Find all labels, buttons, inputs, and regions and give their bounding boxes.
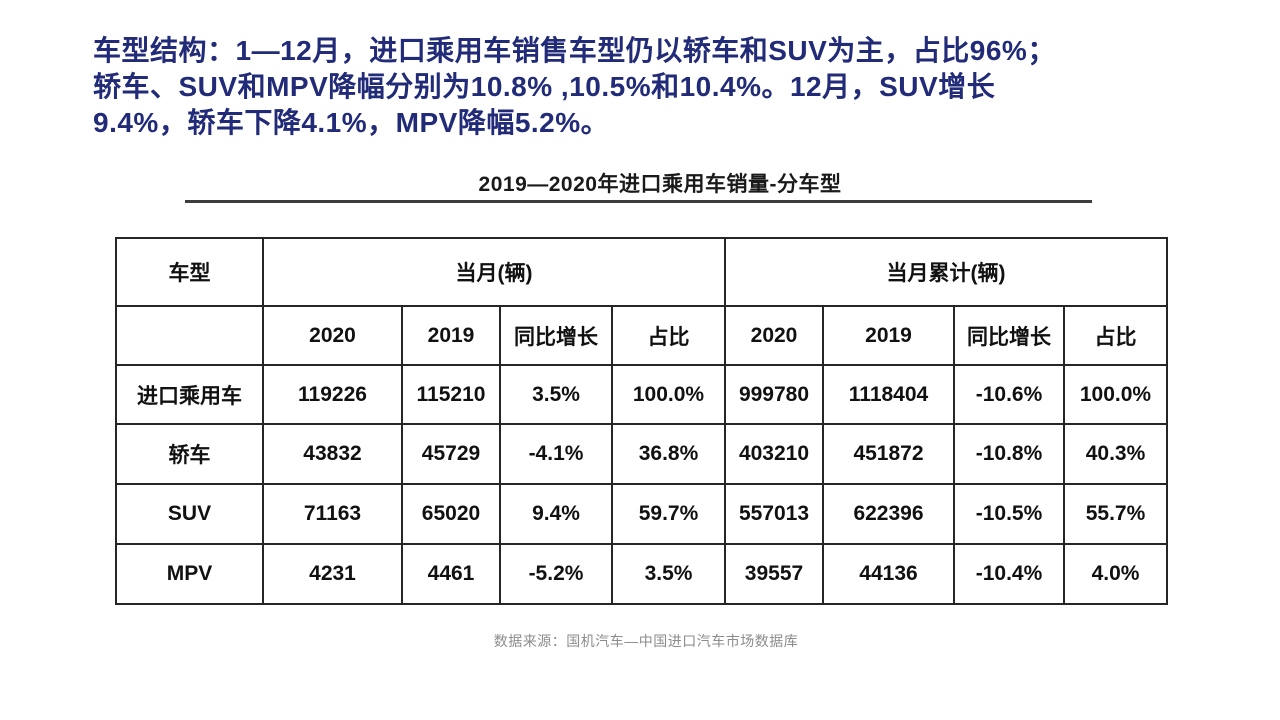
table-row-total: 进口乘用车 119226 115210 3.5% 100.0% 999780 1… xyxy=(115,364,1168,425)
col-header-month-share: 占比 xyxy=(611,305,726,366)
col-header-cum-2020: 2020 xyxy=(724,305,824,366)
cell-month-yoy: 3.5% xyxy=(499,364,613,425)
cell-cum-yoy: -10.5% xyxy=(953,483,1065,545)
cell-cum-2020: 999780 xyxy=(724,364,824,425)
col-header-vehicle-type: 车型 xyxy=(115,237,264,307)
cell-cum-2020: 403210 xyxy=(724,423,824,485)
cell-cum-yoy: -10.6% xyxy=(953,364,1065,425)
row-label: MPV xyxy=(115,543,264,605)
col-header-cum-yoy: 同比增长 xyxy=(953,305,1065,366)
cell-month-share: 59.7% xyxy=(611,483,726,545)
cell-month-2020: 43832 xyxy=(262,423,403,485)
row-label: 轿车 xyxy=(115,423,264,485)
cell-cum-share: 55.7% xyxy=(1063,483,1168,545)
cell-cum-2019: 622396 xyxy=(822,483,955,545)
headline-line-1: 车型结构：1—12月，进口乘用车销售车型仍以轿车和SUV为主，占比96%； xyxy=(93,35,1056,66)
title-underline xyxy=(185,200,1092,203)
cell-month-share: 3.5% xyxy=(611,543,726,605)
table-row-sedan: 轿车 43832 45729 -4.1% 36.8% 403210 451872… xyxy=(115,423,1168,485)
row-label: 进口乘用车 xyxy=(115,364,264,425)
cell-cum-share: 4.0% xyxy=(1063,543,1168,605)
table-sub-header-row: 2020 2019 同比增长 占比 2020 2019 同比增长 占比 xyxy=(115,305,1168,366)
col-header-cum-2019: 2019 xyxy=(822,305,955,366)
col-header-month-2019: 2019 xyxy=(401,305,501,366)
cell-cum-2019: 451872 xyxy=(822,423,955,485)
col-group-current-month: 当月(辆) xyxy=(262,237,726,307)
col-header-empty xyxy=(115,305,264,366)
cell-cum-yoy: -10.8% xyxy=(953,423,1065,485)
cell-month-2020: 4231 xyxy=(262,543,403,605)
col-header-month-2020: 2020 xyxy=(262,305,403,366)
cell-month-share: 36.8% xyxy=(611,423,726,485)
table-row-suv: SUV 71163 65020 9.4% 59.7% 557013 622396… xyxy=(115,483,1168,545)
cell-month-yoy: 9.4% xyxy=(499,483,613,545)
col-group-cumulative: 当月累计(辆) xyxy=(724,237,1168,307)
table-row-mpv: MPV 4231 4461 -5.2% 3.5% 39557 44136 -10… xyxy=(115,543,1168,605)
col-header-cum-share: 占比 xyxy=(1063,305,1168,366)
cell-month-2019: 115210 xyxy=(401,364,501,425)
cell-month-2019: 65020 xyxy=(401,483,501,545)
headline-line-3: 9.4%，轿车下降4.1%，MPV降幅5.2%。 xyxy=(93,107,610,138)
sales-table: 车型 当月(辆) 当月累计(辆) 2020 2019 同比增长 占比 2020 … xyxy=(115,237,1168,605)
row-label: SUV xyxy=(115,483,264,545)
cell-cum-2020: 557013 xyxy=(724,483,824,545)
cell-month-2019: 45729 xyxy=(401,423,501,485)
headline-line-2: 轿车、SUV和MPV降幅分别为10.8% ,10.5%和10.4%。12月，SU… xyxy=(93,71,996,102)
col-header-month-yoy: 同比增长 xyxy=(499,305,613,366)
slide-headline: 车型结构：1—12月，进口乘用车销售车型仍以轿车和SUV为主，占比96%； 轿车… xyxy=(93,33,1223,141)
cell-cum-share: 40.3% xyxy=(1063,423,1168,485)
cell-cum-2020: 39557 xyxy=(724,543,824,605)
cell-month-2020: 71163 xyxy=(262,483,403,545)
data-source: 数据来源：国机汽车—中国进口汽车市场数据库 xyxy=(493,633,799,649)
table-group-header-row: 车型 当月(辆) 当月累计(辆) xyxy=(115,237,1168,307)
cell-month-2019: 4461 xyxy=(401,543,501,605)
cell-cum-2019: 44136 xyxy=(822,543,955,605)
cell-cum-share: 100.0% xyxy=(1063,364,1168,425)
cell-cum-yoy: -10.4% xyxy=(953,543,1065,605)
cell-month-yoy: -4.1% xyxy=(499,423,613,485)
cell-month-2020: 119226 xyxy=(262,364,403,425)
table-title: 2019—2020年进口乘用车销量-分车型 xyxy=(478,173,842,196)
cell-cum-2019: 1118404 xyxy=(822,364,955,425)
cell-month-share: 100.0% xyxy=(611,364,726,425)
cell-month-yoy: -5.2% xyxy=(499,543,613,605)
